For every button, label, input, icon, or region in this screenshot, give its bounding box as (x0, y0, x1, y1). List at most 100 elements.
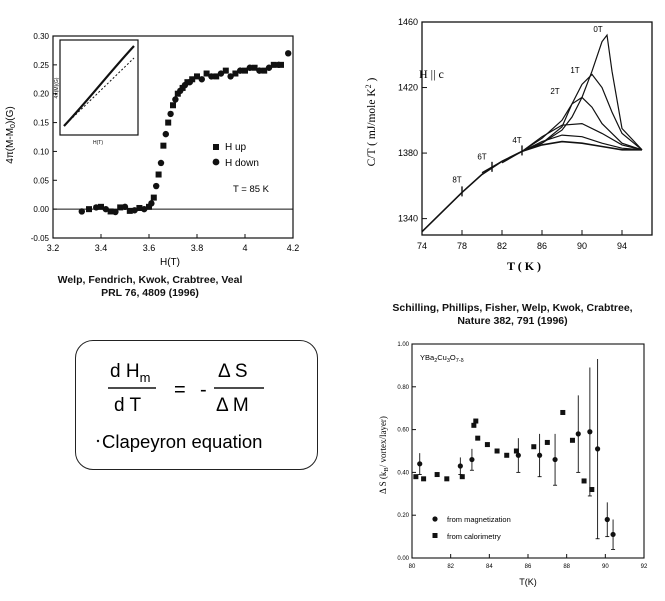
h-up-point (150, 194, 157, 201)
y-tick-label: 1380 (398, 148, 418, 158)
entropy-jump-axes (411, 343, 645, 559)
magnetization-caption-ref: PRL 76, 4809 (1996) (101, 287, 199, 299)
magnetization-points (78, 50, 292, 216)
legend-calorimetry: from calorimetry (447, 532, 501, 541)
h-down-point (93, 204, 100, 211)
magnetization-inset: H(T) 4π(M)(G) (54, 39, 139, 146)
x-tick-label: 94 (617, 241, 627, 251)
entropy-jump-legend: from magnetization from calorimetry (432, 515, 511, 541)
h-up-point (242, 67, 248, 74)
h-up-point (117, 204, 124, 211)
h-down-point (153, 182, 160, 190)
legend-calorimetry-marker (432, 533, 438, 538)
h-down-point (246, 64, 253, 71)
calorimetry-point (421, 476, 427, 482)
h-down-point (162, 130, 169, 138)
y-tick-label: 0.00 (397, 556, 409, 562)
entropy-jump-y-label: Δ S (kB/ vortex/layer) (378, 416, 390, 494)
specific-heat-curve-labels: 8T 6T 4T 2T 1T 0T (452, 25, 602, 185)
h-up-point (165, 119, 172, 126)
entropy-jump-plot-frame (411, 343, 645, 559)
calorimetry-point (444, 476, 450, 482)
h-up-point (179, 84, 186, 91)
calorimetry-point (475, 435, 481, 441)
equation-lhs-numerator: d Hm (110, 361, 150, 385)
h-down-point (112, 208, 119, 216)
magnetization-point (610, 531, 616, 538)
x-tick-label: 92 (641, 564, 648, 570)
equation-rhs-numerator: Δ S (218, 361, 248, 382)
calorimetry-point (471, 422, 477, 428)
inset-x-label: H(T) (93, 140, 103, 146)
x-tick-label: 3.4 (95, 243, 108, 253)
y-tick-label: 0.30 (33, 32, 49, 41)
h-down-point (141, 205, 148, 213)
magnetization-point (417, 461, 423, 467)
entropy-jump-chart: 80 82 84 86 88 90 92 0.00 0.20 0.40 0.60 0.80 1.00 Y… (378, 342, 648, 587)
h-down-point (237, 67, 244, 74)
legend-h-down: H down (225, 158, 259, 169)
curve-8t (421, 140, 642, 233)
h-up-point (270, 61, 277, 68)
curve-1t (521, 73, 643, 152)
h-up-point (261, 67, 268, 74)
y-tick-label: 0.15 (33, 119, 49, 128)
magnetization-caption-authors: Welp, Fendrich, Kwok, Crabtree, Veal (57, 274, 243, 286)
h-down-point (198, 76, 205, 83)
h-up-point (160, 142, 167, 149)
calorimetry-point (531, 444, 537, 450)
magnetization-point (552, 456, 558, 463)
h-down-point (167, 110, 174, 118)
h-down-point (186, 78, 193, 86)
x-tick-label: 88 (563, 564, 570, 570)
h-up-point (232, 70, 239, 77)
y-tick-label: 1460 (398, 17, 418, 27)
h-down-point (157, 159, 165, 167)
equation-name: Clapeyron equation (102, 431, 262, 452)
h-up-point (98, 203, 104, 210)
h-up-point (174, 90, 181, 97)
y-tick-label: 0.20 (33, 90, 49, 99)
x-tick-label: 3.8 (191, 243, 204, 253)
legend-h-up: H up (225, 142, 247, 153)
x-tick-label: 82 (447, 564, 454, 570)
magnetization-ticks: 3.2 3.4 3.6 3.8 4 4.2 -0.05 0.00 0.05 0.10 0.15 0.2… (31, 32, 299, 253)
calorimetry-point (569, 437, 575, 443)
calorimetry-point (589, 487, 595, 493)
calorimetry-point (434, 472, 440, 478)
curve-label-0t: 0T (593, 25, 602, 34)
y-tick-label: 0.25 (33, 61, 49, 70)
h-up-point (189, 76, 196, 83)
calorimetry-point (473, 418, 479, 424)
magnetization-caption: Welp, Fendrich, Kwok, Crabtree, Veal PRL… (30, 274, 270, 300)
x-tick-label: 86 (525, 564, 532, 570)
h-up-point (170, 102, 176, 109)
h-down-point (275, 61, 282, 69)
field-orientation-title: H || c (419, 67, 444, 81)
magnetization-point (537, 452, 543, 458)
magnetization-point (457, 463, 463, 469)
magnetization-point (575, 431, 581, 437)
curve-label-4t: 4T (512, 136, 521, 145)
x-tick-label: 90 (602, 564, 609, 570)
h-down-point (208, 73, 215, 80)
curve-label-6t: 6T (477, 153, 486, 162)
h-up-point (136, 204, 143, 211)
equation-minus: - (200, 379, 207, 401)
magnetization-legend: H up H down (212, 142, 259, 169)
specific-heat-chart: 74 78 82 86 90 94 1340 1380 1420 1460 8T 6T 4T 2T 1T 0… (364, 17, 653, 273)
legend-square-marker (213, 144, 219, 150)
magnetization-x-label: H(T) (160, 257, 180, 268)
h-up-point (213, 73, 220, 80)
specific-heat-caption-authors: Schilling, Phillips, Fisher, Welp, Kwok,… (392, 302, 633, 314)
h-down-point (285, 50, 292, 57)
y-tick-label: 0.00 (33, 205, 49, 214)
magnetization-point (604, 516, 610, 523)
y-tick-label: -0.05 (31, 234, 50, 243)
y-tick-label: 1.00 (397, 342, 409, 348)
x-tick-label: 74 (417, 241, 427, 251)
calorimetry-point (513, 448, 519, 454)
h-down-point (121, 203, 129, 211)
magnetization-y-label: 4π(M-M0)(G) (5, 106, 17, 163)
calorimetry-point (484, 442, 490, 448)
